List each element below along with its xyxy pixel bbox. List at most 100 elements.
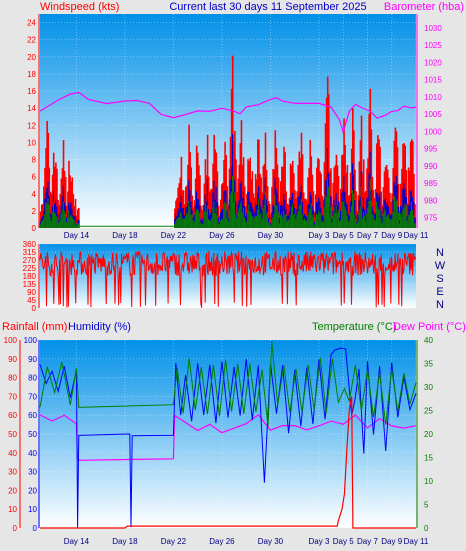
direction-tick-label: 90 bbox=[27, 288, 36, 297]
rainfall-tick-label: 70 bbox=[8, 392, 17, 401]
rainfall-tick-label: 90 bbox=[8, 355, 17, 364]
wind-x-tick-label: Day 5 bbox=[333, 231, 354, 240]
temperature-tick-label: 30 bbox=[424, 383, 433, 392]
temperature-y-axis: 0 5 10 15 20 25 30 35 40 bbox=[416, 336, 433, 533]
temperature-axis-label: Temperature (°C) bbox=[312, 321, 396, 333]
humidity-tick-label: 0 bbox=[33, 524, 38, 533]
direction-tick-label: 360 bbox=[23, 240, 37, 249]
wind-x-axis: Day 14 Day 18 Day 22 Day 26 Day 30 Day 3 Day 5… bbox=[64, 231, 429, 240]
windspeed-tick-label: 14 bbox=[27, 104, 36, 113]
barometer-y-axis: 975 980 985 990 995 1000 1005 1010 1015 1020 1025 1… bbox=[416, 14, 442, 228]
dewpoint-line bbox=[39, 413, 417, 461]
windspeed-tick-label: 0 bbox=[32, 224, 37, 233]
wind-x-tick-label: Day 3 bbox=[309, 231, 330, 240]
windspeed-tick-label: 8 bbox=[32, 156, 37, 165]
rainfall-axis-label: Rainfall (mm) bbox=[2, 321, 67, 333]
barometer-tick-label: 975 bbox=[424, 214, 438, 223]
rainfall-tick-label: 50 bbox=[8, 430, 17, 439]
humidity-tick-label: 30 bbox=[28, 468, 37, 477]
temperature-tick-label: 15 bbox=[424, 454, 433, 463]
temperature-line bbox=[39, 341, 417, 426]
humidity-tick-label: 90 bbox=[28, 355, 37, 364]
temperature-tick-label: 20 bbox=[424, 430, 433, 439]
direction-tick-label: 0 bbox=[32, 304, 37, 313]
windspeed-tick-label: 18 bbox=[27, 70, 36, 79]
windspeed-tick-label: 24 bbox=[27, 19, 36, 28]
direction-tick-label: 270 bbox=[23, 256, 37, 265]
weather-x-tick-label: Day 22 bbox=[161, 537, 187, 546]
humidity-tick-label: 40 bbox=[28, 449, 37, 458]
compass-label: W bbox=[435, 260, 446, 272]
temperature-tick-label: 25 bbox=[424, 407, 433, 416]
direction-tick-label: 315 bbox=[23, 248, 37, 257]
direction-tick-label: 225 bbox=[23, 264, 37, 273]
windspeed-tick-label: 2 bbox=[32, 207, 37, 216]
wind-x-tick-label: Day 11 bbox=[404, 231, 429, 240]
weather-x-tick-label: Day 30 bbox=[258, 537, 284, 546]
windspeed-tick-label: 20 bbox=[27, 53, 36, 62]
weather-x-tick-label: Day 14 bbox=[64, 537, 90, 546]
barometer-tick-label: 980 bbox=[424, 196, 438, 205]
windspeed-tick-label: 22 bbox=[27, 36, 36, 45]
windspeed-tick-label: 12 bbox=[27, 121, 36, 130]
windspeed-tick-label: 10 bbox=[27, 138, 36, 147]
rainfall-tick-label: 30 bbox=[8, 468, 17, 477]
humidity-tick-label: 20 bbox=[28, 486, 37, 495]
temperature-tick-label: 0 bbox=[424, 524, 429, 533]
humidity-tick-label: 60 bbox=[28, 411, 37, 420]
temperature-tick-label: 5 bbox=[424, 501, 429, 510]
barometer-tick-label: 1010 bbox=[424, 93, 442, 102]
wind-direction-line bbox=[39, 250, 416, 308]
barometer-line bbox=[39, 91, 417, 135]
weather-x-tick-label: Day 9 bbox=[381, 537, 402, 546]
barometer-tick-label: 1030 bbox=[424, 24, 442, 33]
barometer-tick-label: 1005 bbox=[424, 110, 442, 119]
humidity-y-axis: 0 10 20 30 40 50 60 70 80 90 100 bbox=[24, 336, 40, 533]
direction-tick-label: 135 bbox=[23, 280, 37, 289]
barometer-tick-label: 1000 bbox=[424, 127, 442, 136]
humidity-line bbox=[39, 347, 417, 528]
weather-grid bbox=[40, 339, 417, 529]
barometer-tick-label: 1020 bbox=[424, 58, 442, 67]
humidity-tick-label: 80 bbox=[28, 374, 37, 383]
rainfall-tick-label: 100 bbox=[4, 336, 18, 345]
windspeed-tick-label: 4 bbox=[32, 190, 37, 199]
humidity-tick-label: 100 bbox=[24, 336, 38, 345]
wind-x-tick-label: Day 26 bbox=[209, 231, 235, 240]
weather-x-tick-label: Day 5 bbox=[333, 537, 354, 546]
barometer-tick-label: 1015 bbox=[424, 76, 442, 85]
barometer-tick-label: 1025 bbox=[424, 41, 442, 50]
rainfall-tick-label: 60 bbox=[8, 411, 17, 420]
temperature-tick-label: 10 bbox=[424, 477, 433, 486]
rainfall-tick-label: 80 bbox=[8, 374, 17, 383]
direction-plot-area bbox=[40, 244, 416, 308]
rainfall-line bbox=[40, 396, 416, 529]
direction-tick-label: 45 bbox=[27, 296, 36, 305]
compass-label: N bbox=[436, 247, 444, 259]
barometer-tick-label: 985 bbox=[424, 179, 438, 188]
weather-plot-area bbox=[40, 340, 416, 528]
rainfall-y-axis: 0 10 20 30 40 50 60 70 80 90 100 bbox=[4, 336, 21, 533]
wind-x-tick-label: Day 14 bbox=[64, 231, 90, 240]
barometer-axis-label: Barometer (hba) bbox=[384, 1, 464, 13]
humidity-tick-label: 50 bbox=[28, 430, 37, 439]
wind-x-tick-label: Day 9 bbox=[381, 231, 402, 240]
weather-x-axis: Day 14 Day 18 Day 22 Day 26 Day 30 Day 3 Day 5… bbox=[64, 537, 429, 546]
windspeed-axis-label: Windspeed (kts) bbox=[40, 1, 119, 13]
compass-label: E bbox=[436, 286, 443, 298]
barometer-tick-label: 995 bbox=[424, 145, 438, 154]
wind-x-tick-label: Day 30 bbox=[258, 231, 284, 240]
compass-label: N bbox=[436, 299, 444, 311]
wind-bars bbox=[39, 55, 416, 228]
compass-label: S bbox=[436, 273, 443, 285]
windspeed-tick-label: 16 bbox=[27, 87, 36, 96]
windspeed-tick-label: 6 bbox=[32, 173, 37, 182]
temperature-tick-label: 40 bbox=[424, 336, 433, 345]
wind-x-tick-label: Day 22 bbox=[161, 231, 187, 240]
temperature-tick-label: 35 bbox=[424, 360, 433, 369]
wind-x-tick-label: Day 7 bbox=[357, 231, 378, 240]
